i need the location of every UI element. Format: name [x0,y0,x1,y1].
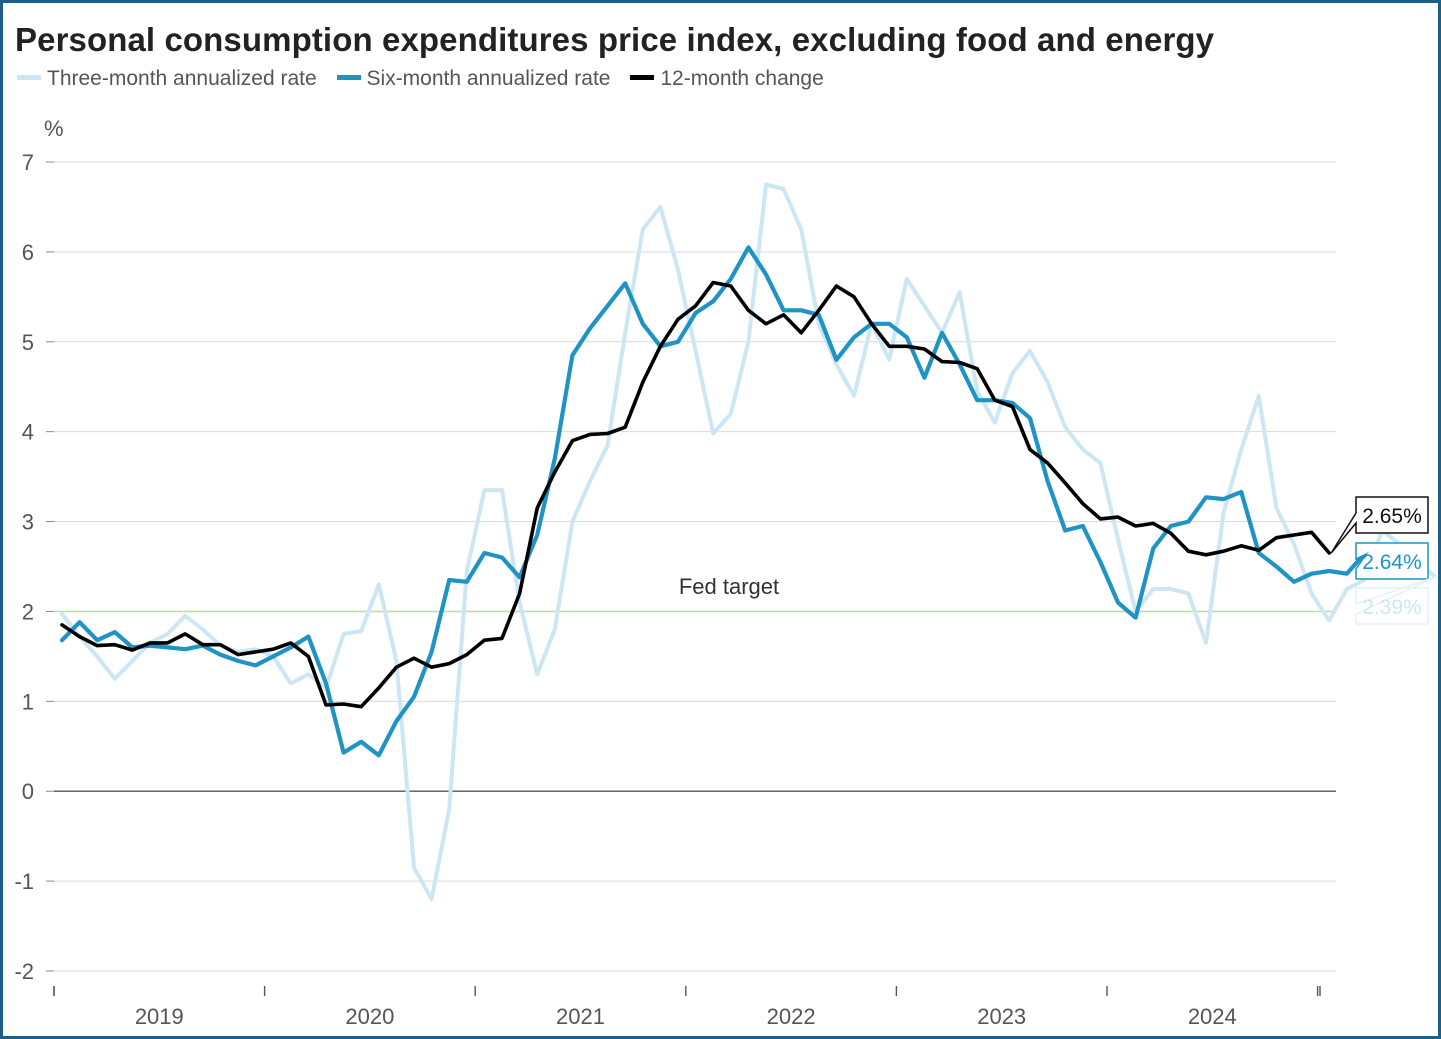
x-tick-label: 2022 [767,1004,816,1029]
y-tick-label: 0 [22,779,34,804]
y-tick-label: 5 [22,330,34,355]
legend-label-six-month: Six-month annualized rate [366,67,611,90]
series-layer [59,182,1437,902]
legend-item-three-month: Three-month annualized rate [17,67,317,91]
y-tick-label: 1 [22,689,34,714]
callout-three-month-line: 2.39% [1355,575,1438,625]
callout-twelve-month-line: 2.65% [1330,496,1429,554]
x-tick-label: 2021 [556,1004,605,1029]
legend-item-twelve-month: 12-month change [630,67,824,91]
six-month-line [59,245,1367,758]
y-tick-label: 7 [22,150,34,175]
legend-swatch-twelve-month [630,74,655,80]
callout-box [1330,496,1429,554]
y-tick-label: 3 [22,510,34,535]
y-axis-label: % [44,116,64,141]
callout-six-month-line: 2.64% [1355,542,1429,580]
callout-value: 2.39% [1362,596,1422,619]
legend-label-three-month: Three-month annualized rate [47,67,317,90]
callout-value: 2.65% [1362,505,1422,528]
y-tick-label: -1 [14,869,34,894]
three-month-line [60,182,1437,902]
callout-box [1355,575,1438,625]
y-tick-label: 2 [22,599,34,624]
y-tick-label: 6 [22,240,34,265]
legend-swatch-three-month [17,74,41,80]
chart-title: Personal consumption expenditures price … [15,21,1215,58]
y-tick-label: 4 [22,420,34,445]
callout-value: 2.64% [1362,551,1422,574]
x-tick-label: 2024 [1188,1004,1237,1029]
x-tick-label: 2020 [345,1004,394,1029]
axis-layer: 7 6 5 4 3 2 1 0 -1 -2% 2019 2020 2021 2022 2023 2024 [14,116,1321,1029]
fed-target-label: Fed target [679,574,779,599]
callout-box [1355,542,1429,580]
label-layer: Fed target 2.65% 2.64% 2.39% [679,496,1438,625]
y-tick-label: -2 [14,959,34,984]
x-tick-label: 2023 [977,1004,1026,1029]
legend-swatch-six-month [336,74,361,80]
x-tick-label: 2019 [135,1004,184,1029]
grid-layer [54,161,1336,972]
legend-label-twelve-month: 12-month change [660,67,824,90]
twelve-month-line [60,280,1331,709]
legend: Three-month annualized rate Six-month an… [17,67,838,91]
legend-item-six-month: Six-month annualized rate [336,67,611,91]
